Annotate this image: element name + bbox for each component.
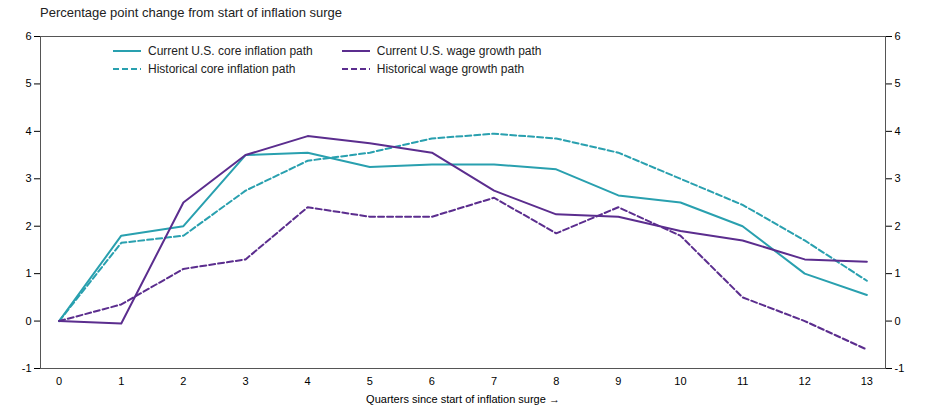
svg-text:6: 6 (895, 30, 901, 42)
html-text:Historical core inflation path: Historical core inflation path (148, 62, 296, 76)
svg-text:-1: -1 (895, 362, 905, 374)
svg-text:3: 3 (25, 172, 31, 184)
svg-text:1: 1 (118, 375, 124, 387)
svg-text:4: 4 (305, 375, 311, 387)
svg-text:8: 8 (553, 375, 559, 387)
svg-text:2: 2 (180, 375, 186, 387)
svg-text:10: 10 (674, 375, 686, 387)
svg-text:-1: -1 (22, 362, 32, 374)
svg-text:5: 5 (25, 77, 31, 89)
svg-text:0: 0 (25, 315, 31, 327)
svg-text:4: 4 (895, 125, 901, 137)
svg-text:6: 6 (25, 30, 31, 42)
svg-text:9: 9 (615, 375, 621, 387)
svg-text:5: 5 (367, 375, 373, 387)
svg-text:11: 11 (737, 375, 748, 387)
svg-text:Quarters since start of inflat: Quarters since start of inflation surge … (366, 393, 560, 405)
html-text:Percentage point change from s: Percentage point change from start of in… (40, 5, 343, 20)
svg-text:3: 3 (895, 172, 901, 184)
html-text:Current U.S. wage growth path: Current U.S. wage growth path (376, 44, 542, 58)
svg-text:6: 6 (429, 375, 435, 387)
svg-text:3: 3 (242, 375, 248, 387)
svg-text:4: 4 (25, 125, 31, 137)
html-text:Current U.S. core inflation pa: Current U.S. core inflation path (148, 44, 313, 58)
svg-text:0: 0 (895, 315, 901, 327)
svg-text:13: 13 (861, 375, 873, 387)
svg-text:7: 7 (491, 375, 497, 387)
svg-text:1: 1 (895, 267, 901, 279)
html-text:Historical wage growth path: Historical wage growth path (376, 62, 525, 76)
svg-text:12: 12 (799, 375, 811, 387)
svg-text:1: 1 (25, 267, 31, 279)
svg-text:5: 5 (895, 77, 901, 89)
svg-text:2: 2 (25, 220, 31, 232)
svg-text:2: 2 (895, 220, 901, 232)
svg-text:0: 0 (56, 375, 62, 387)
